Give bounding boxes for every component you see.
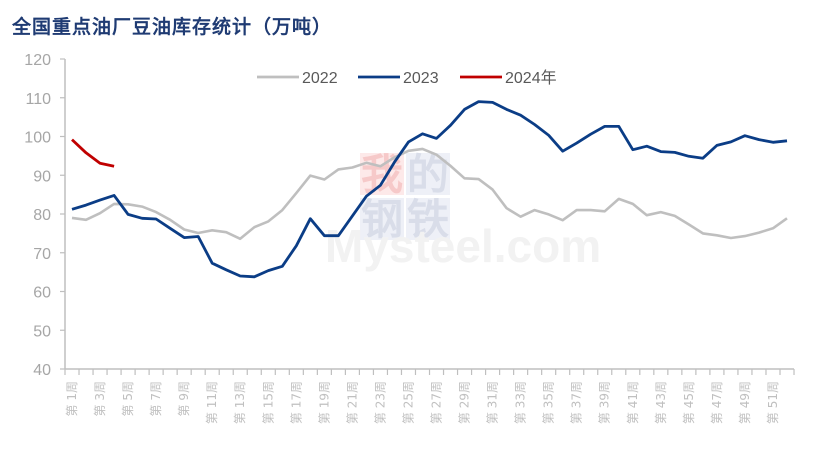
y-axis: 40 50 60 70 80 90 100 110 120: [24, 52, 66, 379]
x-tick-label: 第 45周: [682, 381, 696, 424]
x-tick-label: 第 5周: [121, 381, 135, 416]
legend-label: 2024年: [505, 69, 557, 87]
series-line-2022: [71, 147, 788, 241]
x-tick-label: 第 33周: [514, 381, 528, 424]
x-tick-label: 第 49周: [738, 381, 752, 424]
series-lines: [71, 100, 788, 279]
series-line-2024年: [71, 138, 115, 168]
x-tick-label: 第 41周: [626, 381, 640, 424]
x-tick-label: 第 47周: [710, 381, 724, 424]
y-tick-label: 50: [33, 323, 51, 340]
legend: 2022 2023 2024年: [257, 69, 557, 87]
x-tick-label: 第 37周: [570, 381, 584, 424]
x-tick-label: 第 13周: [233, 381, 247, 424]
watermark-char: 的: [407, 150, 449, 199]
legend-label: 2022: [302, 70, 338, 87]
y-tick-label: 90: [33, 168, 51, 185]
x-tick-label: 第 11周: [205, 381, 219, 424]
y-tick-label: 40: [33, 362, 51, 379]
x-tick-label: 第 19周: [317, 381, 331, 424]
y-tick-label: 120: [24, 52, 51, 69]
watermark: 我的钢 铁Mysteel.com: [325, 150, 601, 272]
y-tick-label: 80: [33, 207, 51, 224]
watermark-char: 钢: [361, 195, 403, 244]
x-tick-label: 第 29周: [458, 381, 472, 424]
x-tick-label: 第 15周: [261, 381, 275, 424]
x-tick-label: 第 51周: [766, 381, 780, 424]
x-tick-label: 第 35周: [542, 381, 556, 424]
x-tick-label: 第 9周: [177, 381, 191, 416]
series-line-2023: [71, 100, 788, 279]
x-tick-label: 第 43周: [654, 381, 668, 424]
x-tick-label: 第 3周: [93, 381, 107, 416]
x-tick-label: 第 1周: [65, 381, 79, 416]
x-tick-label: 第 17周: [289, 381, 303, 424]
x-tick-label: 第 23周: [373, 381, 387, 424]
legend-label: 2023: [403, 70, 439, 87]
chart-title: 全国重点油厂豆油库存统计（万吨）: [12, 16, 333, 38]
x-tick-label: 第 7周: [149, 381, 163, 416]
y-tick-label: 60: [33, 285, 51, 302]
y-tick-label: 70: [33, 246, 51, 263]
watermark-char: 铁: [407, 195, 449, 244]
x-tick-label: 第 21周: [345, 381, 359, 424]
x-tick-label: 第 31周: [486, 381, 500, 424]
x-tick-label: 第 39周: [598, 381, 612, 424]
x-tick-label: 第 25周: [401, 381, 415, 424]
x-tick-label: 第 27周: [430, 381, 444, 424]
x-axis: 第 1周第 3周第 5周第 7周第 9周第 11周第 13周第 15周第 17周…: [64, 368, 795, 424]
y-tick-label: 100: [24, 130, 51, 147]
y-tick-label: 110: [25, 91, 51, 108]
watermark-text: Mysteel.com: [325, 220, 601, 272]
